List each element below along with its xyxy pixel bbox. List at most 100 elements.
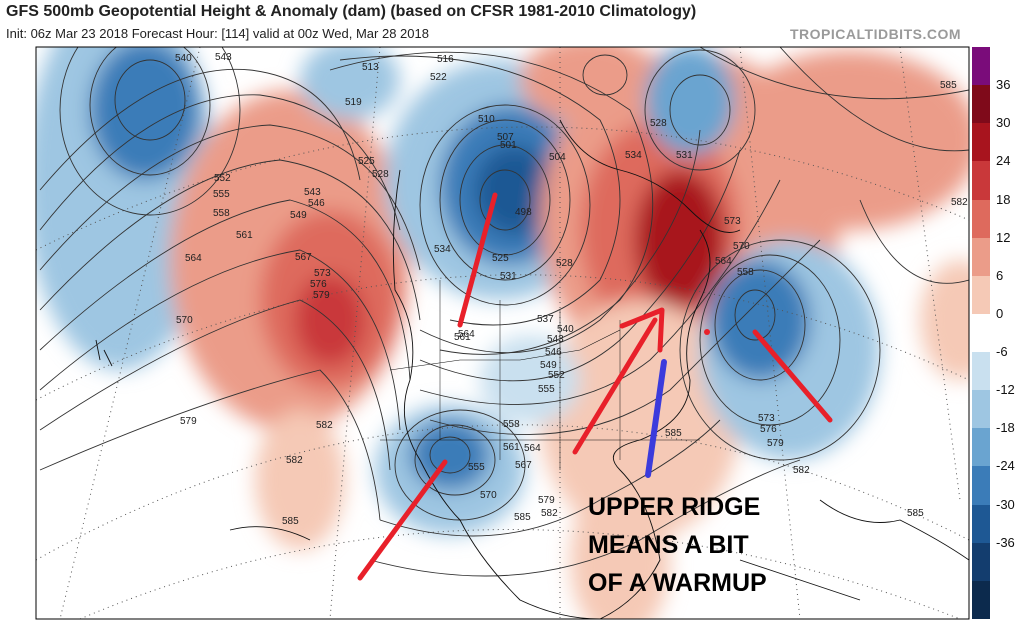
colorbar-tick-label: 6 — [996, 267, 1004, 283]
contour-label: 573 — [314, 268, 331, 279]
colorbar — [972, 47, 990, 620]
arrow-up-head — [619, 307, 665, 353]
annotation-line3: OF A WARMUP — [588, 569, 767, 597]
contour-label: 579 — [180, 416, 197, 427]
colorbar-tick-label: -30 — [996, 496, 1015, 512]
annotation-arrows — [357, 192, 833, 581]
contour-label: 516 — [437, 54, 454, 65]
contour-label: 552 — [548, 370, 565, 381]
colorbar-segment — [972, 161, 990, 201]
colorbar-segment — [972, 85, 990, 124]
contour-label: 564 — [524, 443, 541, 454]
contour-label: 561 — [236, 230, 253, 241]
colorbar-segment — [972, 123, 990, 162]
map-title: GFS 500mb Geopotential Height & Anomaly … — [6, 3, 697, 20]
contour-label: 561 — [454, 332, 471, 343]
contour-label: 585 — [665, 428, 682, 439]
contour-label: 519 — [345, 97, 362, 108]
contour-label: 582 — [951, 197, 968, 208]
contour-label: 561 — [503, 442, 520, 453]
contour-label: 525 — [358, 156, 375, 167]
contour-label: 582 — [541, 508, 558, 519]
height-contours — [39, 47, 969, 577]
colorbar-segment — [972, 275, 990, 315]
contour-label: 582 — [793, 465, 810, 476]
contour-label: 522 — [430, 72, 447, 83]
contour-label: 543 — [547, 334, 564, 345]
coastlines — [95, 119, 969, 619]
contour-label: 504 — [549, 152, 566, 163]
colorbar-segment — [972, 352, 990, 391]
arrow-line-se — [752, 329, 833, 423]
contour-label: 507 — [497, 132, 514, 143]
contour-label: 558 — [503, 419, 520, 430]
contour-label: 549 — [290, 210, 307, 221]
arrow-up-shaft — [572, 317, 658, 455]
contour-label: 579 — [767, 438, 784, 449]
contour-label: 564 — [715, 256, 732, 267]
colorbar-tick-label: -36 — [996, 534, 1015, 550]
colorbar-segment — [972, 199, 990, 239]
contour-label: 525 — [492, 253, 509, 264]
contour-label: 555 — [538, 384, 555, 395]
contour-label: 552 — [214, 173, 231, 184]
colorbar-tick-label: 0 — [996, 305, 1004, 321]
contour-label: 558 — [737, 267, 754, 278]
contour-label: 567 — [295, 252, 312, 263]
contour-label: 510 — [478, 114, 495, 125]
red-dot — [704, 329, 710, 335]
contour-label: 555 — [213, 189, 230, 200]
contour-label: 549 — [540, 360, 557, 371]
contour-label: 546 — [308, 198, 325, 209]
contour-label: 534 — [625, 150, 642, 161]
blue-marker-line — [645, 359, 667, 478]
contour-label: 570 — [176, 315, 193, 326]
contour-label: 576 — [760, 424, 777, 435]
colorbar-segment — [972, 390, 990, 429]
anomaly-shading — [36, 47, 969, 619]
contour-label: 534 — [434, 244, 451, 255]
colorbar-segment — [972, 466, 990, 506]
colorbar-segment — [972, 313, 990, 353]
contour-label: 528 — [372, 169, 389, 180]
contour-label: 498 — [515, 207, 532, 218]
contour-label: 573 — [724, 216, 741, 227]
contour-label: 543 — [304, 187, 321, 198]
colorbar-tick-label: 12 — [996, 229, 1011, 245]
colorbar-segment — [972, 580, 990, 620]
contour-label: 579 — [313, 290, 330, 301]
contour-label: 528 — [650, 118, 667, 129]
colorbar-segment — [972, 428, 990, 467]
contour-label: 546 — [545, 347, 562, 358]
colorbar-tick-label: 36 — [996, 77, 1011, 93]
contour-label: 564 — [458, 329, 475, 340]
annotation-line2: MEANS A BIT — [588, 531, 749, 559]
colorbar-segment — [972, 47, 990, 86]
contour-label: 531 — [500, 271, 517, 282]
contour-label: 540 — [175, 53, 192, 64]
contour-label: 570 — [480, 490, 497, 501]
contour-label: 585 — [514, 512, 531, 523]
source-credit: TROPICALTIDBITS.COM — [790, 26, 962, 42]
contour-label: 528 — [556, 258, 573, 269]
colorbar-segment — [972, 237, 990, 277]
contour-label: 564 — [185, 253, 202, 264]
map-subtitle: Init: 06z Mar 23 2018 Forecast Hour: [11… — [6, 26, 429, 41]
contour-label: 573 — [758, 413, 775, 424]
contour-label: 558 — [213, 208, 230, 219]
contour-label: 582 — [316, 420, 333, 431]
contour-label: 585 — [940, 80, 957, 91]
colorbar-tick-label: -6 — [996, 344, 1008, 360]
contour-label: 585 — [907, 508, 924, 519]
contour-label: 513 — [362, 62, 379, 73]
contour-label: 543 — [215, 52, 232, 63]
colorbar-tick-label: -12 — [996, 382, 1015, 398]
contour-label: 501 — [500, 140, 517, 151]
colorbar-tick-label: 18 — [996, 191, 1011, 207]
annotation-line1: UPPER RIDGE — [588, 493, 760, 521]
colorbar-segment — [972, 504, 990, 544]
contour-label: 579 — [538, 495, 555, 506]
contour-label: 585 — [282, 516, 299, 527]
